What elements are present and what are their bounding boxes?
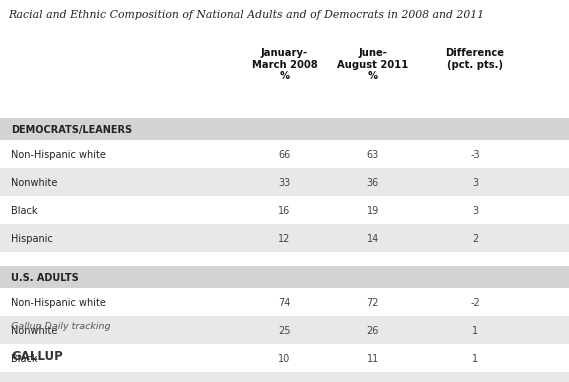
Text: 11: 11 (366, 354, 379, 364)
Text: U.S. ADULTS: U.S. ADULTS (11, 273, 79, 283)
Bar (0, 288, 569, 316)
Bar (0, 372, 569, 382)
Text: 63: 63 (366, 150, 379, 160)
Bar (0, 118, 569, 140)
Text: Hispanic: Hispanic (11, 234, 53, 244)
Text: Black: Black (11, 206, 38, 216)
Text: 10: 10 (278, 354, 291, 364)
Text: 72: 72 (366, 298, 379, 308)
Bar (0, 140, 569, 168)
Text: January-
March 2008
%: January- March 2008 % (251, 48, 318, 81)
Bar (0, 316, 569, 344)
Text: 74: 74 (278, 298, 291, 308)
Text: DEMOCRATS/LEANERS: DEMOCRATS/LEANERS (11, 125, 133, 135)
Bar (0, 168, 569, 196)
Text: 2: 2 (472, 234, 478, 244)
Bar (0, 344, 569, 372)
Text: Difference
(pct. pts.): Difference (pct. pts.) (446, 48, 505, 70)
Text: Black: Black (11, 354, 38, 364)
Bar (0, 196, 569, 224)
Text: 3: 3 (472, 178, 478, 188)
Text: 25: 25 (278, 326, 291, 336)
Text: 16: 16 (278, 206, 291, 216)
Text: 33: 33 (278, 178, 291, 188)
Text: 1: 1 (472, 326, 478, 336)
Bar (0, 266, 569, 288)
Text: 19: 19 (366, 206, 379, 216)
Text: -3: -3 (471, 150, 480, 160)
Text: -2: -2 (470, 298, 480, 308)
Text: 66: 66 (278, 150, 291, 160)
Text: GALLUP: GALLUP (11, 350, 63, 363)
Text: 36: 36 (366, 178, 379, 188)
Text: 1: 1 (472, 354, 478, 364)
Text: Non-Hispanic white: Non-Hispanic white (11, 298, 106, 308)
Text: Non-Hispanic white: Non-Hispanic white (11, 150, 106, 160)
Bar (0, 224, 569, 252)
Text: 3: 3 (472, 206, 478, 216)
Text: 12: 12 (278, 234, 291, 244)
Text: Gallup Daily tracking: Gallup Daily tracking (11, 322, 111, 331)
Text: Nonwhite: Nonwhite (11, 326, 58, 336)
Text: Racial and Ethnic Composition of National Adults and of Democrats in 2008 and 20: Racial and Ethnic Composition of Nationa… (8, 10, 484, 20)
Text: 26: 26 (366, 326, 379, 336)
Text: Nonwhite: Nonwhite (11, 178, 58, 188)
Text: June-
August 2011
%: June- August 2011 % (337, 48, 409, 81)
Text: 14: 14 (366, 234, 379, 244)
